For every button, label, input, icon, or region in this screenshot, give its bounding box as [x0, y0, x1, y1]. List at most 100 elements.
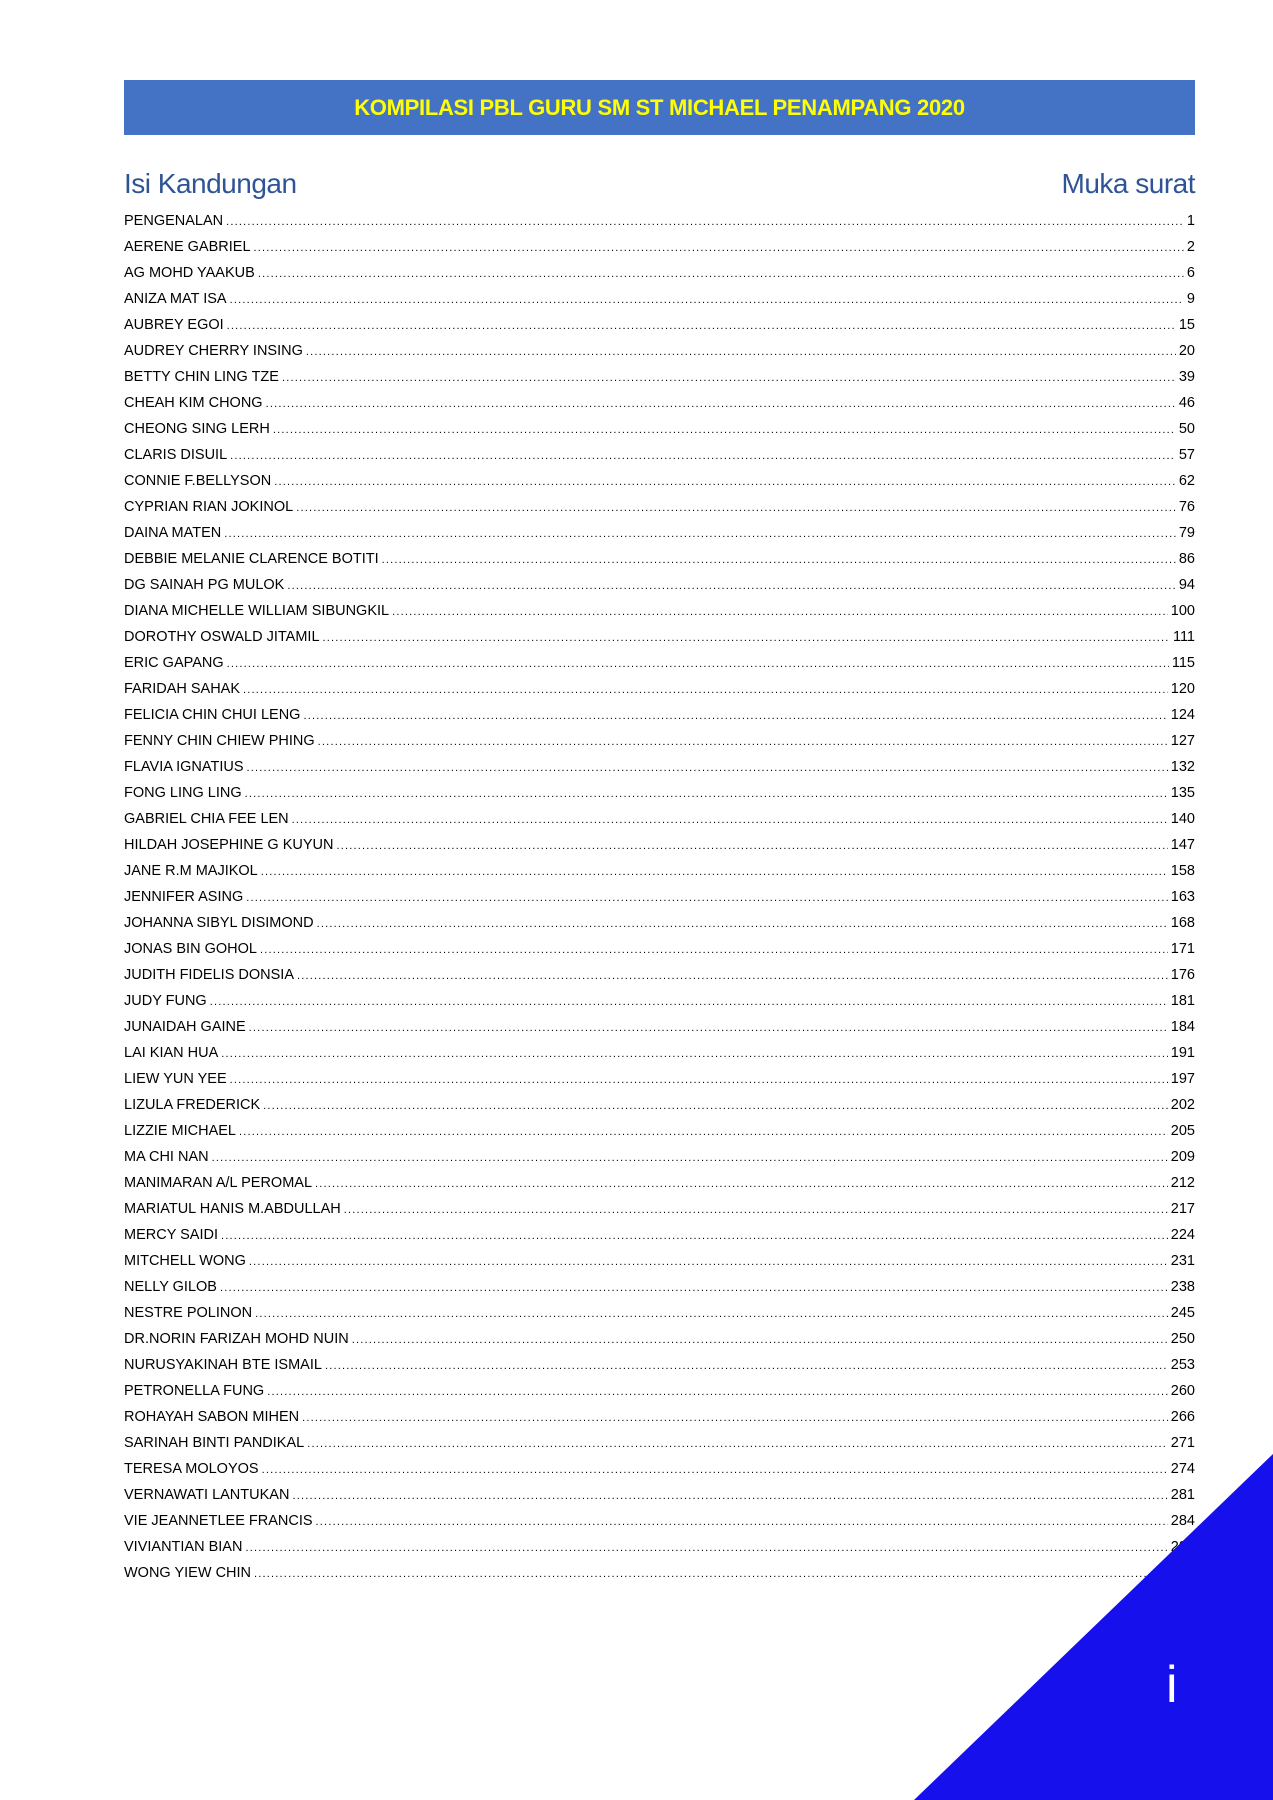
toc-entry[interactable]: PETRONELLA FUNG 260 — [124, 1378, 1195, 1404]
toc-entry[interactable]: FLAVIA IGNATIUS 132 — [124, 754, 1195, 780]
toc-entry[interactable]: NELLY GILOB 238 — [124, 1274, 1195, 1300]
toc-entry[interactable]: TERESA MOLOYOS 274 — [124, 1456, 1195, 1482]
toc-entry[interactable]: FELICIA CHIN CHUI LENG 124 — [124, 702, 1195, 728]
toc-entry[interactable]: DIANA MICHELLE WILLIAM SIBUNGKIL 100 — [124, 598, 1195, 624]
toc-entry[interactable]: DAINA MATEN 79 — [124, 520, 1195, 546]
toc-entry-page: 132 — [1170, 759, 1195, 775]
toc-entry[interactable]: CONNIE F.BELLYSON 62 — [124, 468, 1195, 494]
toc-entry[interactable]: CYPRIAN RIAN JOKINOL 76 — [124, 494, 1195, 520]
toc-entry[interactable]: MARIATUL HANIS M.ABDULLAH 217 — [124, 1196, 1195, 1222]
toc-entry[interactable]: JUNAIDAH GAINE 184 — [124, 1014, 1195, 1040]
dot-leader — [274, 476, 1176, 488]
toc-entry-page: 76 — [1178, 499, 1195, 515]
toc-entry-page: 50 — [1178, 421, 1195, 437]
toc-entry[interactable]: AERENE GABRIEL 2 — [124, 234, 1195, 260]
toc-entry[interactable]: JONAS BIN GOHOL 171 — [124, 936, 1195, 962]
toc-entry-name: LIEW YUN YEE — [124, 1071, 227, 1087]
toc-entry[interactable]: NURUSYAKINAH BTE ISMAIL 253 — [124, 1352, 1195, 1378]
toc-entry[interactable]: JUDITH FIDELIS DONSIA 176 — [124, 962, 1195, 988]
toc-entry[interactable]: DOROTHY OSWALD JITAMIL 111 — [124, 624, 1195, 650]
toc-entry[interactable]: JUDY FUNG 181 — [124, 988, 1195, 1014]
toc-entry[interactable]: AG MOHD YAAKUB 6 — [124, 260, 1195, 286]
toc-entry[interactable]: ROHAYAH SABON MIHEN 266 — [124, 1404, 1195, 1430]
dot-leader — [337, 840, 1168, 852]
toc-entry-name: JUDY FUNG — [124, 993, 207, 1009]
dot-leader — [306, 346, 1176, 358]
toc-entry-page: 271 — [1170, 1435, 1195, 1451]
toc-entry[interactable]: HILDAH JOSEPHINE G KUYUN 147 — [124, 832, 1195, 858]
toc-entry[interactable]: PENGENALAN 1 — [124, 208, 1195, 234]
toc-entry[interactable]: VIVIANTIAN BIAN 289 — [124, 1534, 1195, 1560]
toc-entry[interactable]: MA CHI NAN 209 — [124, 1144, 1195, 1170]
toc-entry[interactable]: JOHANNA SIBYL DISIMOND 168 — [124, 910, 1195, 936]
toc-entry[interactable]: NESTRE POLINON 245 — [124, 1300, 1195, 1326]
toc-entry-name: CHEONG SING LERH — [124, 421, 270, 437]
toc-entry[interactable]: VERNAWATI LANTUKAN 281 — [124, 1482, 1195, 1508]
toc-entry[interactable]: MANIMARAN A/L PEROMAL 212 — [124, 1170, 1195, 1196]
toc-entry[interactable]: AUDREY CHERRY INSING 20 — [124, 338, 1195, 364]
dot-leader — [221, 1048, 1168, 1060]
toc-heading: Isi Kandungan — [124, 168, 297, 199]
dot-leader — [262, 1464, 1168, 1476]
dot-leader — [249, 1256, 1168, 1268]
dot-leader — [258, 268, 1184, 280]
toc-entry-page: 127 — [1170, 733, 1195, 749]
dot-leader — [344, 1204, 1168, 1216]
toc-entry[interactable]: JENNIFER ASING 163 — [124, 884, 1195, 910]
toc-entry-page: 158 — [1170, 863, 1195, 879]
toc-entry[interactable]: SARINAH BINTI PANDIKAL 271 — [124, 1430, 1195, 1456]
toc-entry[interactable]: DEBBIE MELANIE CLARENCE BOTITI 86 — [124, 546, 1195, 572]
dot-leader — [247, 762, 1168, 774]
toc-entry[interactable]: LAI KIAN HUA 191 — [124, 1040, 1195, 1066]
toc-entry-name: JONAS BIN GOHOL — [124, 941, 257, 957]
dot-leader — [317, 918, 1168, 930]
toc-entry-page: 231 — [1170, 1253, 1195, 1269]
dot-leader — [254, 242, 1184, 254]
toc-entry-page: 163 — [1170, 889, 1195, 905]
toc-entry[interactable]: CHEONG SING LERH 50 — [124, 416, 1195, 442]
toc-entry[interactable]: MITCHELL WONG 231 — [124, 1248, 1195, 1274]
page-number: i — [1166, 1656, 1178, 1714]
toc-entry-page: 140 — [1170, 811, 1195, 827]
toc-entry[interactable]: JANE R.M MAJIKOL 158 — [124, 858, 1195, 884]
toc-entry[interactable]: LIEW YUN YEE 197 — [124, 1066, 1195, 1092]
toc-entry-name: PETRONELLA FUNG — [124, 1383, 265, 1399]
dot-leader — [254, 1568, 1168, 1580]
toc-entry[interactable]: VIE JEANNETLEE FRANCIS 284 — [124, 1508, 1195, 1534]
toc-entry-page: 197 — [1170, 1071, 1195, 1087]
toc-entry[interactable]: DG SAINAH PG MULOK 94 — [124, 572, 1195, 598]
toc-entry-name: JOHANNA SIBYL DISIMOND — [124, 915, 314, 931]
dot-leader — [226, 216, 1184, 228]
dot-leader — [287, 580, 1176, 592]
dot-leader — [246, 892, 1168, 904]
toc-entry[interactable]: FENNY CHIN CHIEW PHING 127 — [124, 728, 1195, 754]
dot-leader — [239, 1126, 1168, 1138]
toc-entry[interactable]: LIZZIE MICHAEL 205 — [124, 1118, 1195, 1144]
toc-entry-name: CYPRIAN RIAN JOKINOL — [124, 499, 294, 515]
toc-entry-page: 171 — [1170, 941, 1195, 957]
dot-leader — [392, 606, 1168, 618]
toc-entry[interactable]: DR.NORIN FARIZAH MOHD NUIN 250 — [124, 1326, 1195, 1352]
toc-entry[interactable]: GABRIEL CHIA FEE LEN 140 — [124, 806, 1195, 832]
toc-entry[interactable]: CLARIS DISUIL 57 — [124, 442, 1195, 468]
toc-entry[interactable]: BETTY CHIN LING TZE 39 — [124, 364, 1195, 390]
toc-entry-page: 20 — [1178, 343, 1195, 359]
dot-leader — [227, 658, 1169, 670]
toc-entry[interactable]: ERIC GAPANG 115 — [124, 650, 1195, 676]
dot-leader — [245, 788, 1168, 800]
title-banner: KOMPILASI PBL GURU SM ST MICHAEL PENAMPA… — [124, 80, 1195, 135]
toc-entry-page: 120 — [1170, 681, 1195, 697]
toc-entry[interactable]: AUBREY EGOI 15 — [124, 312, 1195, 338]
toc-entry[interactable]: FARIDAH SAHAK 120 — [124, 676, 1195, 702]
toc-entry-name: AG MOHD YAAKUB — [124, 265, 255, 281]
toc-entry[interactable]: ANIZA MAT ISA 9 — [124, 286, 1195, 312]
toc-entry[interactable]: FONG LING LING 135 — [124, 780, 1195, 806]
toc-entry[interactable]: LIZULA FREDERICK 202 — [124, 1092, 1195, 1118]
toc-entry-name: MITCHELL WONG — [124, 1253, 246, 1269]
toc-entry-name: JANE R.M MAJIKOL — [124, 863, 258, 879]
toc-entry[interactable]: MERCY SAIDI 224 — [124, 1222, 1195, 1248]
toc-entry[interactable]: WONG YIEW CHIN 300 — [124, 1560, 1195, 1586]
toc-entry[interactable]: CHEAH KIM CHONG 46 — [124, 390, 1195, 416]
toc-entry-name: NELLY GILOB — [124, 1279, 217, 1295]
toc-entry-page: 115 — [1171, 655, 1195, 671]
